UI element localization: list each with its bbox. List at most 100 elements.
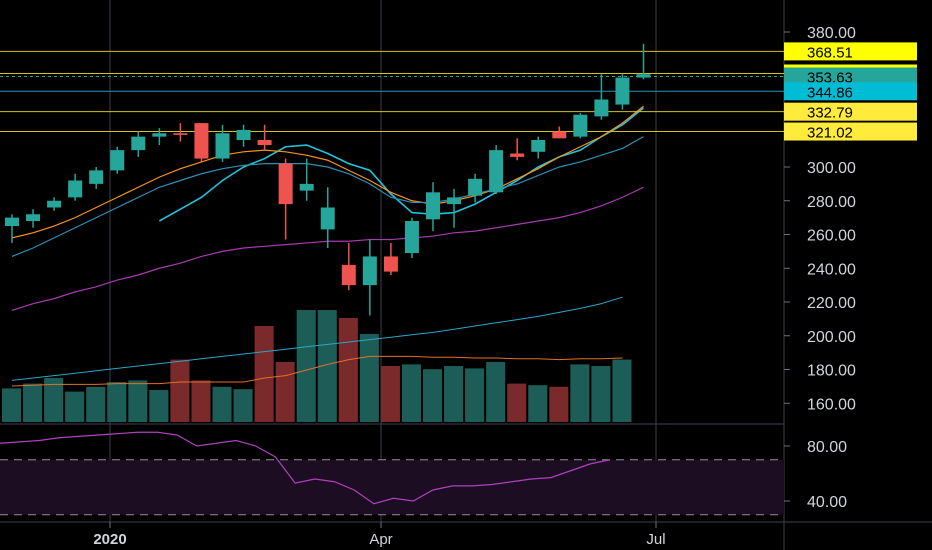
candle-body xyxy=(573,114,588,137)
volume-bar xyxy=(296,310,316,422)
volume-bar xyxy=(465,368,485,422)
price-badge-label: 332.79 xyxy=(807,105,853,122)
volume-bar xyxy=(233,389,253,422)
price-tick-label: 300.00 xyxy=(807,160,856,177)
price-tick-label: 220.00 xyxy=(807,295,856,312)
candle-body xyxy=(215,133,230,159)
candle-body xyxy=(447,197,462,205)
candle-body xyxy=(257,140,272,146)
rsi-tick-label: 80.00 xyxy=(807,439,847,456)
ma-line-1 xyxy=(11,105,644,239)
rsi-band-fill xyxy=(0,459,784,515)
volume-bar xyxy=(128,380,148,422)
volume-bar xyxy=(338,318,358,422)
volume-bar xyxy=(212,386,232,422)
price-tick-label: 240.00 xyxy=(807,261,856,278)
ma-line-2 xyxy=(11,136,644,257)
candle-body xyxy=(489,150,504,193)
price-badge-label: 353.63 xyxy=(807,69,853,86)
volume-bar xyxy=(254,326,274,422)
volume-bar xyxy=(401,364,421,422)
candle-body xyxy=(173,133,188,135)
candle-body xyxy=(5,217,19,227)
candle-body xyxy=(131,136,146,151)
volume-bar xyxy=(507,383,527,422)
candle-body xyxy=(468,178,483,196)
price-badge-label: 368.51 xyxy=(807,44,853,61)
price-tick-label: 380.00 xyxy=(807,25,856,42)
time-tick-label: Jul xyxy=(646,531,665,548)
price-badge-5 xyxy=(784,122,917,141)
volume-bar xyxy=(528,385,548,422)
price-line-layer xyxy=(0,50,784,133)
candle-body xyxy=(615,77,630,105)
time-axis: 2020 Apr Jul xyxy=(93,522,666,548)
candle-body xyxy=(152,133,167,137)
volume-bar xyxy=(191,380,211,422)
candle-body xyxy=(26,214,41,221)
rsi-layer xyxy=(0,431,784,516)
candle-body xyxy=(426,192,440,220)
price-tick-label: 160.00 xyxy=(807,396,856,413)
candle-body xyxy=(636,74,651,78)
volume-bar xyxy=(423,369,443,422)
volume-bar xyxy=(486,362,506,422)
volume-bar xyxy=(591,366,611,422)
price-badge-label: 321.02 xyxy=(807,125,853,142)
candle-body xyxy=(278,163,293,205)
candle-body xyxy=(89,170,104,184)
time-tick-label: 2020 xyxy=(93,531,126,548)
candle-body xyxy=(552,131,567,139)
volume-bar xyxy=(380,366,400,422)
candle-body xyxy=(320,207,335,230)
price-tick-label: 280.00 xyxy=(807,194,856,211)
price-badge-3 xyxy=(784,82,917,101)
price-tick-label: 260.00 xyxy=(807,228,856,245)
candle-body xyxy=(299,183,314,191)
candle-body xyxy=(194,123,209,159)
volume-bar xyxy=(275,362,295,422)
candle-body xyxy=(47,200,62,208)
volume-bar xyxy=(549,386,569,422)
volume-bar xyxy=(170,359,190,422)
volume-bar xyxy=(317,310,337,422)
volume-ma-line xyxy=(11,355,623,387)
volume-bar xyxy=(86,386,106,422)
volume-long-ma-line xyxy=(11,296,623,381)
price-badge-4 xyxy=(784,102,917,121)
price-badge-label: 344.86 xyxy=(807,84,853,101)
volume-bar xyxy=(23,383,43,422)
rsi-tick-label: 40.00 xyxy=(807,494,847,511)
candle-body xyxy=(110,150,125,171)
volume-bar xyxy=(65,391,85,422)
volume-bar xyxy=(44,378,64,422)
candle-body xyxy=(383,256,398,272)
volume-bar xyxy=(2,388,22,422)
rsi-line xyxy=(0,431,611,505)
candle-body xyxy=(531,140,546,152)
candle-body xyxy=(594,99,609,117)
volume-bar xyxy=(444,366,464,422)
volume-bar xyxy=(107,382,127,422)
candle-body xyxy=(68,180,83,198)
price-tick-label: 180.00 xyxy=(807,363,856,380)
price-badge-2 xyxy=(784,67,917,86)
price-axis: 160.00 180.00 200.00 220.00 240.00 260.00 280.… xyxy=(784,25,856,511)
price-tick-label: 200.00 xyxy=(807,329,856,346)
volume-layer xyxy=(2,296,632,422)
volume-bar xyxy=(612,359,632,422)
candle-body xyxy=(404,221,419,254)
candle-body xyxy=(236,129,251,140)
candle-body xyxy=(362,256,377,286)
price-badge-0 xyxy=(784,42,917,61)
candle-body xyxy=(341,264,356,286)
volume-bar xyxy=(149,390,169,422)
candle-body xyxy=(510,153,525,157)
time-tick-label: Apr xyxy=(369,531,392,548)
candle-layer xyxy=(5,43,651,316)
volume-bar xyxy=(359,334,379,422)
volume-bar xyxy=(570,364,590,422)
